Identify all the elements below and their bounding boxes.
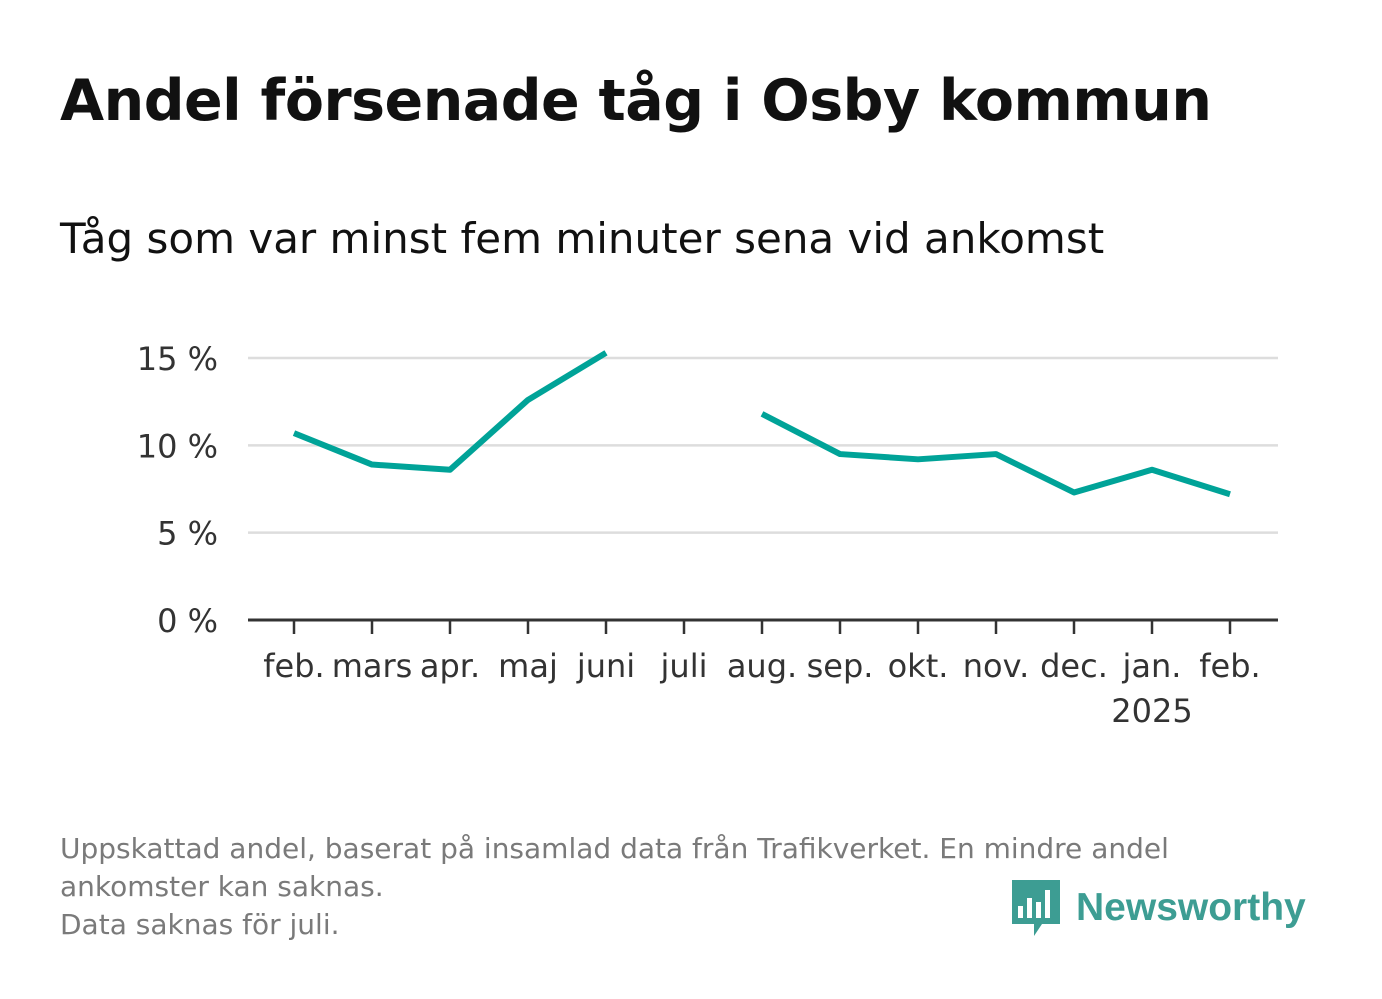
series-line (760, 411, 1231, 498)
x-tick-label: apr. (420, 647, 480, 685)
footnote-line-2: ankomster kan saknas. (60, 870, 384, 903)
x-tick-label: sep. (807, 647, 874, 685)
x-tick-label: mars (332, 647, 413, 685)
x-tick-label: juli (660, 647, 708, 685)
newsworthy-logo-icon (1012, 880, 1060, 936)
x-year-label: 2025 (1111, 692, 1192, 730)
footnote-line-3: Data saknas för juli. (60, 908, 340, 941)
x-tick-label: jan. (1122, 647, 1182, 685)
y-tick-label: 0 % (157, 602, 218, 640)
brand-name: Newsworthy (1076, 886, 1306, 929)
x-tick-label: aug. (727, 647, 797, 685)
x-tick-label: juni (576, 647, 635, 685)
series-line (292, 350, 608, 473)
x-tick-label: okt. (888, 647, 949, 685)
x-tick-label: feb. (1199, 647, 1260, 685)
y-tick-label: 10 % (137, 427, 218, 465)
footnote-line-1: Uppskattad andel, baserat på insamlad da… (60, 832, 1169, 865)
y-tick-label: 5 % (157, 515, 218, 553)
x-tick-label: nov. (963, 647, 1029, 685)
x-tick-label: dec. (1040, 647, 1108, 685)
x-tick-label: feb. (263, 647, 324, 685)
footnote: Uppskattad andel, baserat på insamlad da… (60, 830, 1320, 944)
y-tick-label: 15 % (137, 340, 218, 378)
chart-title: Andel försenade tåg i Osby kommun (60, 68, 1212, 134)
brand-logo: Newsworthy (1010, 878, 1306, 938)
x-tick-label: maj (498, 647, 558, 685)
chart-subtitle: Tåg som var minst fem minuter sena vid a… (60, 214, 1105, 263)
